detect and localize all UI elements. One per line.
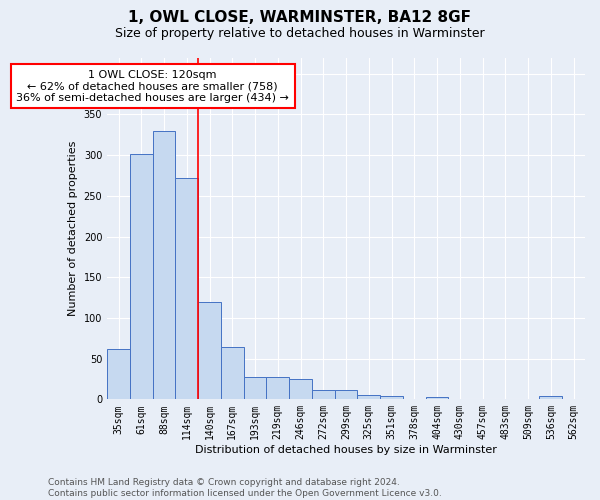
Bar xyxy=(221,347,244,400)
Bar xyxy=(152,130,175,400)
Bar xyxy=(175,178,198,400)
Bar xyxy=(244,376,266,400)
Bar xyxy=(380,396,403,400)
Bar xyxy=(312,390,335,400)
Text: Size of property relative to detached houses in Warminster: Size of property relative to detached ho… xyxy=(115,28,485,40)
X-axis label: Distribution of detached houses by size in Warminster: Distribution of detached houses by size … xyxy=(195,445,497,455)
Bar xyxy=(539,396,562,400)
Bar xyxy=(358,396,380,400)
Text: Contains HM Land Registry data © Crown copyright and database right 2024.
Contai: Contains HM Land Registry data © Crown c… xyxy=(48,478,442,498)
Bar xyxy=(335,390,358,400)
Y-axis label: Number of detached properties: Number of detached properties xyxy=(68,140,78,316)
Bar xyxy=(107,349,130,400)
Bar xyxy=(266,378,289,400)
Bar xyxy=(198,302,221,400)
Text: 1, OWL CLOSE, WARMINSTER, BA12 8GF: 1, OWL CLOSE, WARMINSTER, BA12 8GF xyxy=(128,10,472,25)
Bar xyxy=(130,154,152,400)
Bar xyxy=(289,379,312,400)
Bar xyxy=(426,397,448,400)
Text: 1 OWL CLOSE: 120sqm
← 62% of detached houses are smaller (758)
36% of semi-detac: 1 OWL CLOSE: 120sqm ← 62% of detached ho… xyxy=(16,70,289,103)
